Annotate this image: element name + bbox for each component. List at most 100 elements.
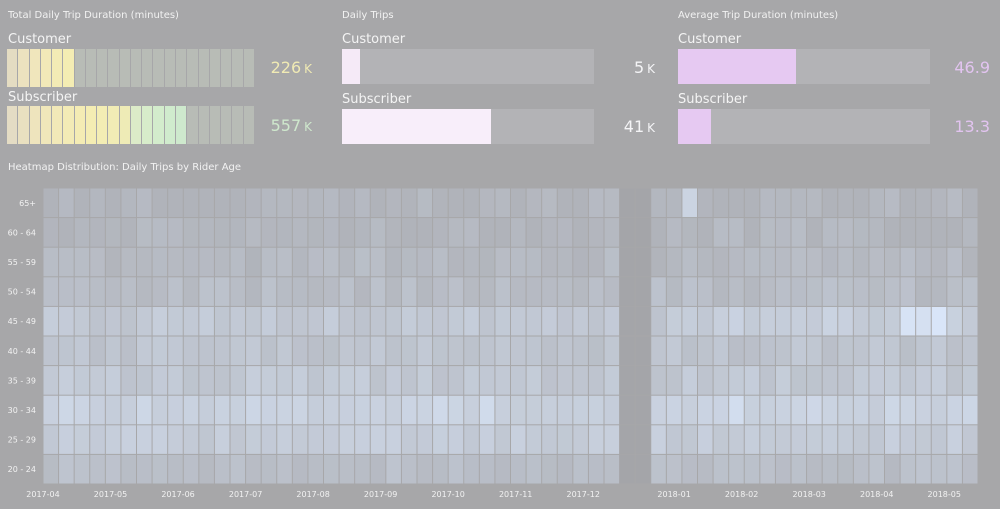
heatmap-cell [355,247,370,277]
bar-segment [18,49,29,87]
heatmap-cell [90,247,105,277]
heatmap-cell [542,277,557,306]
heatmap-cell [74,218,90,247]
heatmap-cell [355,306,370,336]
heatmap-cell [121,336,136,366]
x-tick-label: 2017-09 [364,490,397,499]
heatmap-cell [479,395,495,425]
heatmap-cell [588,336,604,366]
heatmap-cell [744,425,760,454]
heatmap-cell [822,277,838,306]
heatmap-cell [885,366,900,395]
bar-segment [74,106,85,144]
heatmap-cell [448,454,464,484]
heatmap-cell [775,454,791,484]
heatmap-cell [230,247,246,277]
heatmap-cell [791,425,807,454]
heatmap-cell [557,336,573,366]
heatmap-cell [214,306,230,336]
heatmap-cell [573,336,588,366]
x-tick-label: 2017-12 [567,490,600,499]
heatmap-cell [931,336,947,366]
daily-trips-customer-label: Customer [342,32,406,47]
avg-duration-subscriber-track [678,109,930,144]
heatmap-cell [90,336,105,366]
heatmap-cell [698,366,713,395]
heatmap-cell [900,277,916,306]
heatmap-cell [885,247,900,277]
heatmap-cell [698,395,713,425]
heatmap-cell [292,454,308,484]
heatmap-cell [713,454,729,484]
heatmap-cell [246,277,261,306]
heatmap-cell [775,306,791,336]
heatmap-cell [822,218,838,247]
bar-segment [243,49,254,87]
heatmap-cell [137,336,152,366]
heatmap-cell [43,425,59,454]
heatmap-cell [90,277,105,306]
heatmap-cell [495,218,510,247]
heatmap-cell [433,425,448,454]
heatmap-cell [479,336,495,366]
heatmap-cell [246,336,261,366]
heatmap-cell [947,425,962,454]
heatmap-cell [542,306,557,336]
heatmap-cell [370,218,386,247]
heatmap-cell [651,366,666,395]
heatmap-cell [838,188,853,218]
heatmap-cell [214,277,230,306]
heatmap-cell [635,336,651,366]
heatmap-cell [324,425,339,454]
heatmap-cell [261,306,277,336]
heatmap-cell [355,277,370,306]
heatmap-cell [620,188,635,218]
heatmap-cell [183,425,199,454]
heatmap-cell [916,188,931,218]
heatmap-cell [168,366,183,395]
heatmap-cell [277,336,292,366]
heatmap-cell [105,188,121,218]
heatmap-cell [588,218,604,247]
heatmap-cell [807,425,822,454]
daily-trips-subscriber-track [342,109,594,144]
heatmap-cell [526,395,542,425]
heatmap-cell [105,336,121,366]
heatmap-cell [744,306,760,336]
heatmap-cell [557,306,573,336]
heatmap-cell [417,336,433,366]
heatmap-cell [74,425,90,454]
heatmap-cell [962,366,978,395]
heatmap-cell [121,366,136,395]
heatmap-cell [916,277,931,306]
heatmap-cell [401,306,417,336]
heatmap-cell [916,218,931,247]
heatmap-cell [355,188,370,218]
heatmap-cell [370,366,386,395]
heatmap-cell [713,188,729,218]
heatmap-cell [214,218,230,247]
heatmap-cell [339,336,355,366]
bar-segment [29,49,40,87]
heatmap-cell [744,218,760,247]
heatmap-cell [822,454,838,484]
heatmap-cell [308,277,323,306]
heatmap-cell [542,188,557,218]
heatmap-cell [557,366,573,395]
avg-duration-customer-track [678,49,930,84]
y-tick-label: 20 - 24 [8,465,36,474]
heatmap-cell [947,188,962,218]
heatmap-cell [386,425,401,454]
heatmap-cell [651,247,666,277]
heatmap-cell [433,188,448,218]
heatmap-cell [885,218,900,247]
heatmap-cell [651,277,666,306]
y-tick-label: 50 - 54 [8,288,36,297]
daily-trips-customer-fill [342,49,360,84]
heatmap-cell [90,425,105,454]
heatmap-cell [417,395,433,425]
heatmap-cell [962,454,978,484]
heatmap-cell [168,306,183,336]
bar-segment [175,106,187,144]
heatmap-cell [401,247,417,277]
